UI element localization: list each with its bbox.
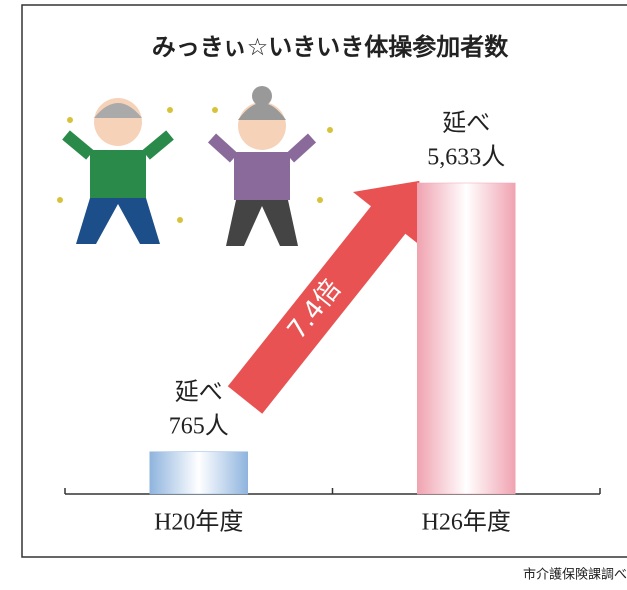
arrow [227, 180, 424, 414]
frame [21, 4, 627, 558]
x-tick-label: H20年度 [154, 509, 243, 536]
bar [417, 182, 516, 495]
x-tick-label: H26年度 [422, 509, 511, 536]
value-label: 765人 [169, 413, 229, 439]
value-prefix: 延べ [175, 378, 223, 405]
chart-title: みっきぃ☆いきいき体操参加者数 [152, 33, 510, 61]
value-label: 5,633人 [427, 145, 505, 171]
bar [149, 451, 248, 495]
source: 市介護保険課調べ [523, 567, 627, 583]
illustration [57, 86, 333, 246]
value-prefix: 延べ [442, 110, 490, 137]
